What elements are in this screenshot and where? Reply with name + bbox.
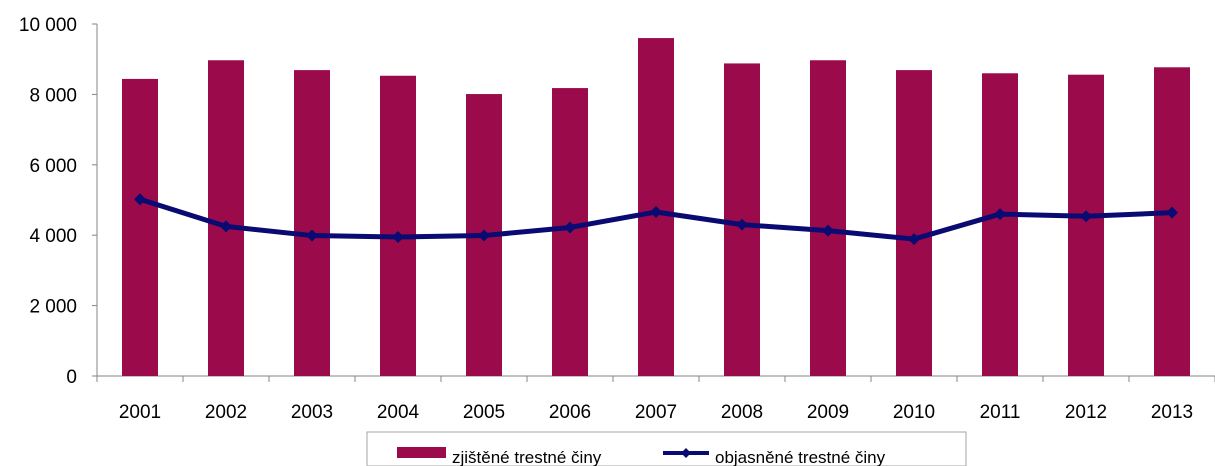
line-point-marker bbox=[134, 193, 146, 206]
x-tick-label: 2006 bbox=[549, 402, 591, 423]
x-tick-label: 2010 bbox=[893, 402, 935, 423]
line-point-marker bbox=[994, 208, 1006, 221]
y-tick-label: 10 000 bbox=[19, 15, 77, 36]
x-axis: 2001 2002 2003 2004 2005 2006 2007 2008 2009 2010… bbox=[96, 375, 1215, 423]
line-point-marker bbox=[736, 218, 748, 231]
x-tick-label: 2003 bbox=[291, 402, 333, 423]
x-tick-label: 2005 bbox=[463, 402, 505, 423]
y-tick-label: 8 000 bbox=[29, 85, 77, 106]
x-tick-label: 2007 bbox=[635, 402, 677, 423]
line-point-marker bbox=[392, 230, 404, 243]
legend-swatch-bar bbox=[397, 447, 446, 458]
x-tick-label: 2004 bbox=[377, 402, 420, 423]
line-point-marker bbox=[1166, 206, 1178, 219]
bar bbox=[982, 73, 1018, 376]
y-axis: 0 2 000 4 000 6 000 8 000 10 000 bbox=[19, 15, 98, 388]
line-point-marker bbox=[822, 224, 834, 237]
line-point-marker bbox=[478, 229, 490, 242]
x-tick-label: 2001 bbox=[119, 402, 161, 423]
y-tick-label: 2 000 bbox=[29, 297, 77, 318]
y-tick-label: 6 000 bbox=[29, 156, 77, 177]
x-tick-label: 2008 bbox=[721, 402, 763, 423]
bar bbox=[1154, 67, 1190, 377]
legend-label-line: objasněné trestné činy bbox=[715, 448, 886, 466]
bar bbox=[380, 75, 416, 376]
legend-frame bbox=[366, 431, 967, 466]
legend: zjištěné trestné činy objasněné trestné … bbox=[366, 431, 967, 466]
line-point-marker bbox=[220, 220, 232, 233]
bar bbox=[810, 60, 846, 376]
y-tick-label: 4 000 bbox=[29, 226, 77, 247]
y-tick-label: 0 bbox=[66, 367, 77, 388]
bar-series-zjistene bbox=[122, 38, 1190, 377]
line-point-marker bbox=[306, 229, 318, 242]
line-series-objasnene bbox=[134, 193, 1178, 246]
x-tick-label: 2013 bbox=[1151, 402, 1193, 423]
x-tick-label: 2009 bbox=[807, 402, 849, 423]
legend-label-bar: zjištěné trestné činy bbox=[452, 448, 602, 466]
x-tick-label: 2011 bbox=[980, 402, 1021, 423]
bar bbox=[294, 70, 330, 376]
bar bbox=[208, 60, 244, 376]
legend-marker-diamond bbox=[681, 448, 691, 458]
line-point-marker bbox=[564, 221, 576, 234]
bar bbox=[896, 70, 932, 376]
line-point-marker bbox=[650, 205, 662, 218]
bar bbox=[122, 78, 158, 377]
line-point-marker bbox=[908, 233, 920, 246]
x-tick-label: 2012 bbox=[1065, 402, 1107, 423]
x-tick-label: 2002 bbox=[205, 402, 247, 423]
bar bbox=[1068, 74, 1104, 377]
line-point-marker bbox=[1080, 210, 1092, 223]
